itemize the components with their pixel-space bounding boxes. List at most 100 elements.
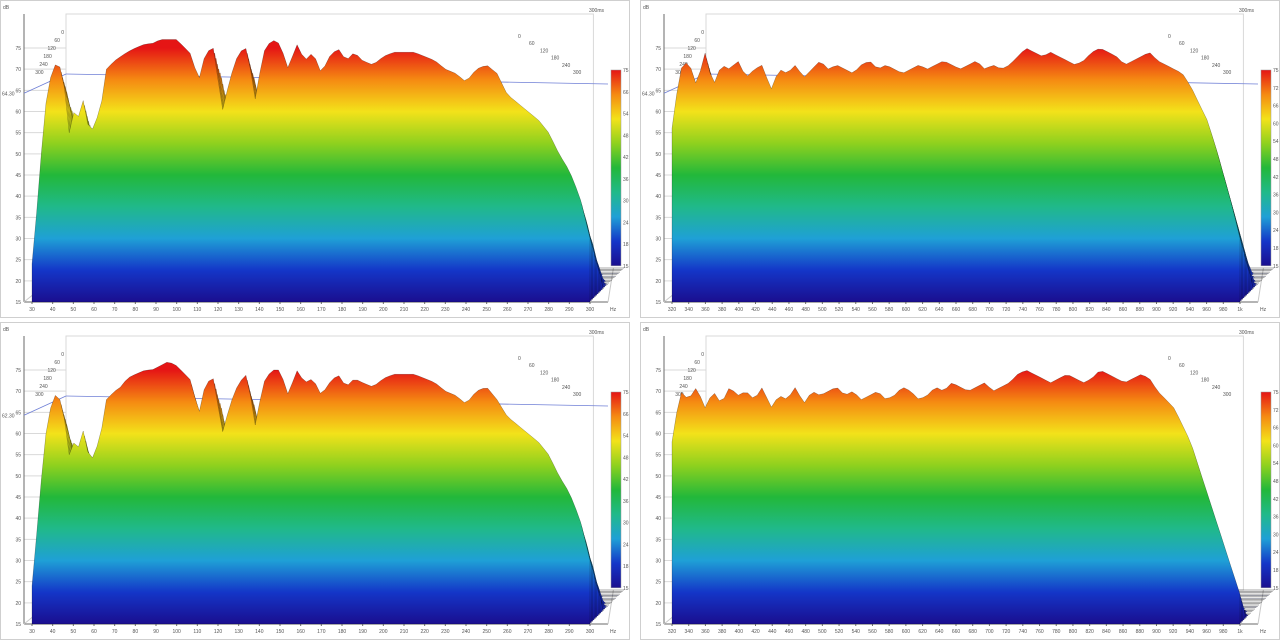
x-tick-label: 300 <box>586 629 595 635</box>
x-tick-label: 900 <box>1152 629 1161 635</box>
y-tick-label: 65 <box>15 88 21 94</box>
x-tick-label: 110 <box>193 629 201 635</box>
y-tick-label: 45 <box>15 495 21 501</box>
x-tick-label: 240 <box>462 307 471 313</box>
y-unit-label: dB <box>643 327 650 333</box>
colorbar-tick-label: 36 <box>623 499 629 505</box>
y-tick-label: 20 <box>15 279 21 285</box>
x-tick-label: 60 <box>91 629 97 635</box>
colorbar-tick-label: 60 <box>1273 121 1279 127</box>
x-tick-label: 560 <box>868 629 877 635</box>
waterfall-slice <box>31 362 591 625</box>
colorbar-tick-label: 48 <box>1273 479 1279 485</box>
x-tick-label: 860 <box>1119 629 1128 635</box>
x-tick-label: 260 <box>503 629 512 635</box>
time-tick-left: 300 <box>675 392 684 398</box>
time-tick-right: 180 <box>551 378 560 384</box>
x-tick-label: 760 <box>1035 307 1044 313</box>
y-tick-label: 65 <box>655 88 661 94</box>
time-tick-left: 120 <box>687 368 696 374</box>
colorbar <box>610 391 622 589</box>
x-tick-label: 360 <box>701 307 710 313</box>
threshold-value-label: 62.30 <box>2 413 15 419</box>
time-tick-left: 240 <box>39 62 48 68</box>
x-tick-label: 290 <box>565 307 574 313</box>
x-tick-label: 210 <box>400 307 409 313</box>
time-tick-right: 0 <box>1168 34 1171 40</box>
waterfall-slice <box>671 48 1241 303</box>
y-tick-label: 25 <box>655 258 661 264</box>
x-tick-label: 250 <box>482 629 491 635</box>
x-tick-label: 200 <box>379 307 388 313</box>
colorbar-tick-label: 15 <box>623 264 629 270</box>
y-tick-label: 20 <box>655 279 661 285</box>
x-tick-label: 150 <box>276 307 285 313</box>
time-tick-right: 300 <box>573 392 582 398</box>
y-unit-label: dB <box>643 5 650 11</box>
threshold-value-label: 64.30 <box>2 91 15 97</box>
y-tick-label: 30 <box>15 559 21 565</box>
x-tick-label: 980 <box>1219 307 1228 313</box>
y-tick-label: 35 <box>655 215 661 221</box>
y-tick-label: 60 <box>655 432 661 438</box>
colorbar-tick-label: 72 <box>1273 408 1279 414</box>
colorbar-tick-label: 18 <box>623 564 629 570</box>
time-tick-left: 120 <box>47 46 56 52</box>
x-tick-label: 620 <box>918 629 927 635</box>
waterfall-panel-1: 15 20 25 30 35 40 45 50 55 60 65 70 75 dB 300ms 0 0 60 60 1… <box>0 0 630 318</box>
x-tick-label: 170 <box>317 307 326 313</box>
colorbar-tick-label: 30 <box>623 199 629 205</box>
x-tick-label: 380 <box>718 629 727 635</box>
y-tick-label: 50 <box>15 152 21 158</box>
x-tick-label: 90 <box>153 629 159 635</box>
time-tick-left: 0 <box>61 30 64 36</box>
colorbar-tick-label: 66 <box>1273 104 1279 110</box>
y-tick-label: 70 <box>15 389 21 395</box>
x-tick-label: 400 <box>735 629 744 635</box>
colorbar-tick-label: 66 <box>623 412 629 418</box>
waterfall-panel-3: 15 20 25 30 35 40 45 50 55 60 65 70 75 dB 300ms 0 0 60 60 1… <box>0 322 630 640</box>
colorbar-tick-label: 66 <box>623 90 629 96</box>
x-tick-label: 680 <box>969 307 978 313</box>
y-unit-label: dB <box>3 327 10 333</box>
colorbar-tick-label: 24 <box>1273 228 1279 234</box>
panel-divider-horizontal <box>0 318 1280 322</box>
colorbar-tick-label: 18 <box>623 242 629 248</box>
x-tick-label: 720 <box>1002 629 1011 635</box>
x-tick-label: 460 <box>785 629 794 635</box>
time-axis-label: 300ms <box>1239 330 1255 336</box>
x-tick-label: 260 <box>503 307 512 313</box>
x-tick-label: 580 <box>885 629 894 635</box>
y-tick-label: 35 <box>655 537 661 543</box>
x-tick-label: 230 <box>441 629 450 635</box>
x-tick-label: 360 <box>701 629 710 635</box>
time-tick-left: 180 <box>683 54 692 60</box>
y-tick-label: 15 <box>655 300 661 306</box>
time-tick-right: 60 <box>529 41 535 47</box>
x-tick-label: 880 <box>1136 629 1145 635</box>
x-tick-label: 740 <box>1019 307 1028 313</box>
colorbar-tick-label: 75 <box>623 68 629 74</box>
colorbar-tick-label: 42 <box>623 477 629 483</box>
y-tick-label: 25 <box>15 580 21 586</box>
colorbar-tick-label: 18 <box>1273 568 1279 574</box>
x-tick-label: 200 <box>379 629 388 635</box>
x-tick-label: 1k <box>1237 307 1243 313</box>
y-tick-label: 30 <box>655 559 661 565</box>
x-tick-label: 440 <box>768 629 777 635</box>
time-tick-left: 300 <box>675 70 684 76</box>
time-tick-left: 60 <box>694 360 700 366</box>
x-tick-label: 800 <box>1069 307 1078 313</box>
x-tick-label: 130 <box>234 307 243 313</box>
y-tick-label: 40 <box>655 194 661 200</box>
x-tick-label: 840 <box>1102 629 1111 635</box>
x-tick-label: 920 <box>1169 629 1178 635</box>
x-tick-label: 220 <box>420 629 429 635</box>
x-tick-label: 640 <box>935 629 944 635</box>
time-tick-right: 180 <box>551 56 560 62</box>
time-tick-left: 180 <box>43 54 52 60</box>
x-tick-label: 560 <box>868 307 877 313</box>
colorbar-tick-label: 18 <box>1273 246 1279 252</box>
